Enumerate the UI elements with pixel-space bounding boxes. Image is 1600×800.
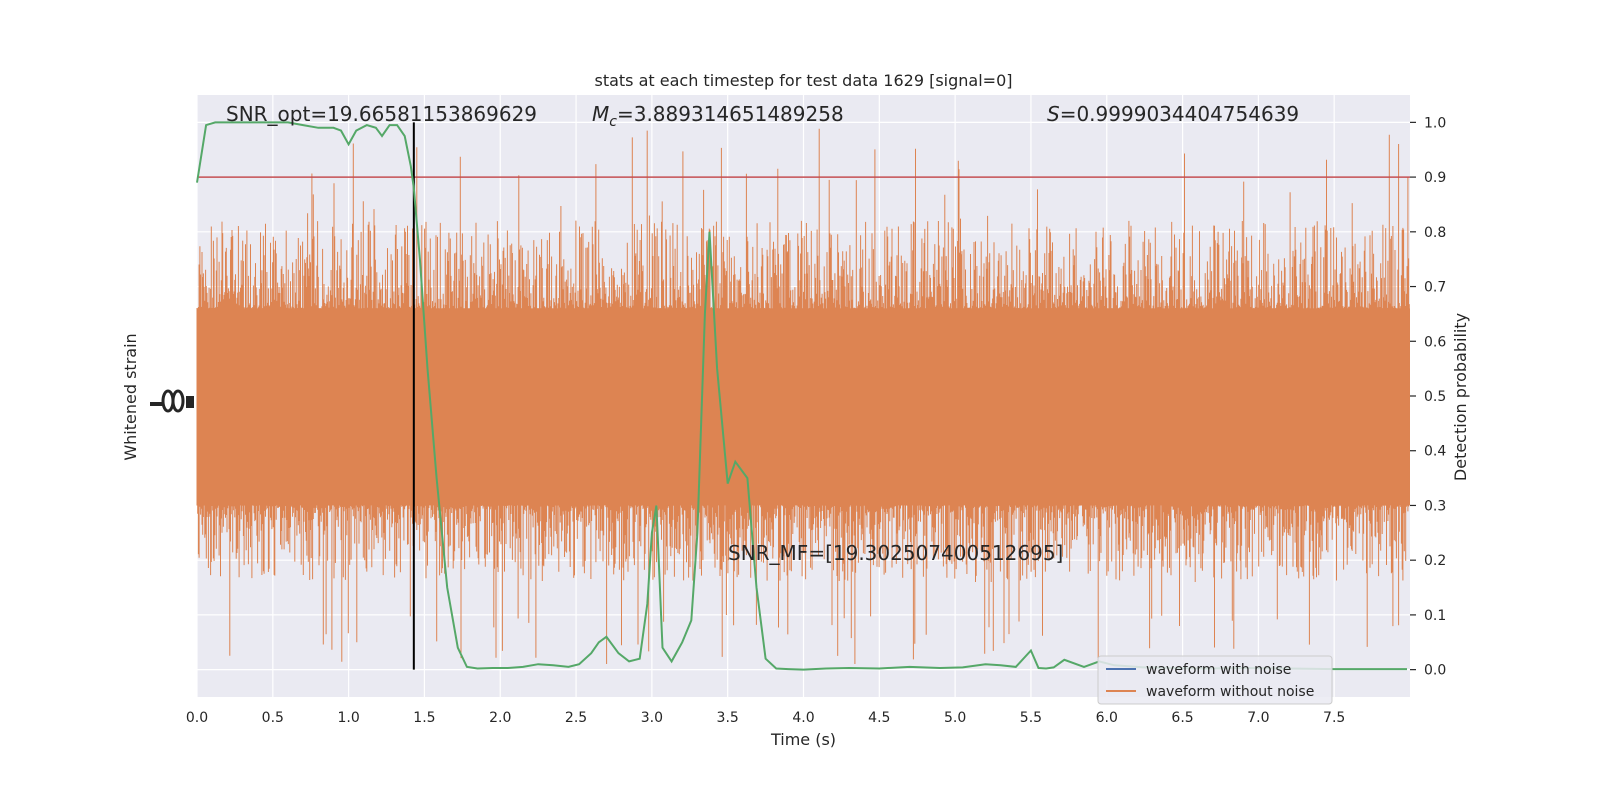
legend-label-with-noise: waveform with noise xyxy=(1146,662,1291,678)
chart-title: stats at each timestep for test data 162… xyxy=(594,71,1012,90)
x-tick-label: 3.5 xyxy=(717,710,739,726)
y-right-axis-ticks: 0.0 0.1 0.2 0.3 0.4 0.5 0.6 0.7 0.8 0.9 1.0 xyxy=(1410,115,1446,679)
legend-label-without-noise: waveform without noise xyxy=(1146,684,1314,700)
mc-symbol: M xyxy=(592,102,609,126)
y-right-tick-label: 0.7 xyxy=(1424,280,1446,296)
left-tick-mark xyxy=(150,402,164,406)
y-right-tick-label: 0.9 xyxy=(1424,170,1446,186)
x-tick-label: 6.0 xyxy=(1096,710,1118,726)
x-tick-label: 5.0 xyxy=(944,710,966,726)
x-tick-label: 7.5 xyxy=(1323,710,1345,726)
y-right-tick-label: 0.4 xyxy=(1424,444,1446,460)
s-statistic-annotation: S=0.9999034404754639 xyxy=(1047,102,1299,126)
x-tick-label: 1.5 xyxy=(413,710,435,726)
y-right-tick-label: 0.1 xyxy=(1424,608,1446,624)
mc-subscript: c xyxy=(609,114,617,130)
waveform-without-noise-line xyxy=(196,128,1410,664)
s-value: =0.9999034404754639 xyxy=(1060,102,1299,126)
x-tick-label: 7.0 xyxy=(1247,710,1269,726)
left-tick-glyph xyxy=(171,389,185,413)
y-right-tick-label: 0.0 xyxy=(1424,663,1446,679)
x-axis-title: Time (s) xyxy=(770,730,836,749)
legend-box xyxy=(1097,655,1333,705)
x-tick-label: 0.5 xyxy=(262,710,284,726)
legend: waveform with noise waveform without noi… xyxy=(1097,655,1333,705)
x-tick-label: 5.5 xyxy=(1020,710,1042,726)
left-axis-ticks xyxy=(150,389,194,413)
s-symbol: S xyxy=(1047,102,1060,126)
y-right-tick-label: 0.6 xyxy=(1424,334,1446,350)
x-tick-label: 4.5 xyxy=(868,710,890,726)
y-right-tick-label: 0.3 xyxy=(1424,498,1446,514)
y-left-axis-title: Whitened strain xyxy=(121,333,140,460)
x-tick-label: 2.0 xyxy=(489,710,511,726)
detection-probability-line xyxy=(196,121,1407,671)
y-right-tick-label: 0.8 xyxy=(1424,225,1446,241)
mc-value: =3.889314651489258 xyxy=(617,102,844,126)
x-tick-label: 0.0 xyxy=(186,710,208,726)
y-right-tick-label: 0.2 xyxy=(1424,553,1446,569)
left-tick-mark xyxy=(186,396,194,408)
snr-opt-annotation: SNR_opt=19.66581153869629 xyxy=(226,102,537,126)
chirp-mass-annotation: Mc=3.889314651489258 xyxy=(592,102,844,130)
y-right-tick-label: 0.5 xyxy=(1424,389,1446,405)
y-right-tick-label: 1.0 xyxy=(1424,115,1446,131)
x-tick-label: 6.5 xyxy=(1171,710,1193,726)
x-tick-label: 3.0 xyxy=(641,710,663,726)
x-axis-ticks: 0.0 0.5 1.0 1.5 2.0 2.5 3.0 3.5 4.0 4.5 5.0 5.5 6.0 6… xyxy=(186,710,1345,726)
y-right-axis-title: Detection probability xyxy=(1451,313,1470,481)
x-tick-label: 4.0 xyxy=(792,710,814,726)
snr-mf-annotation: SNR_MF=[19.302507400512695] xyxy=(728,541,1063,565)
x-tick-label: 1.0 xyxy=(337,710,359,726)
noise-spikes xyxy=(196,128,1410,664)
x-tick-label: 2.5 xyxy=(565,710,587,726)
